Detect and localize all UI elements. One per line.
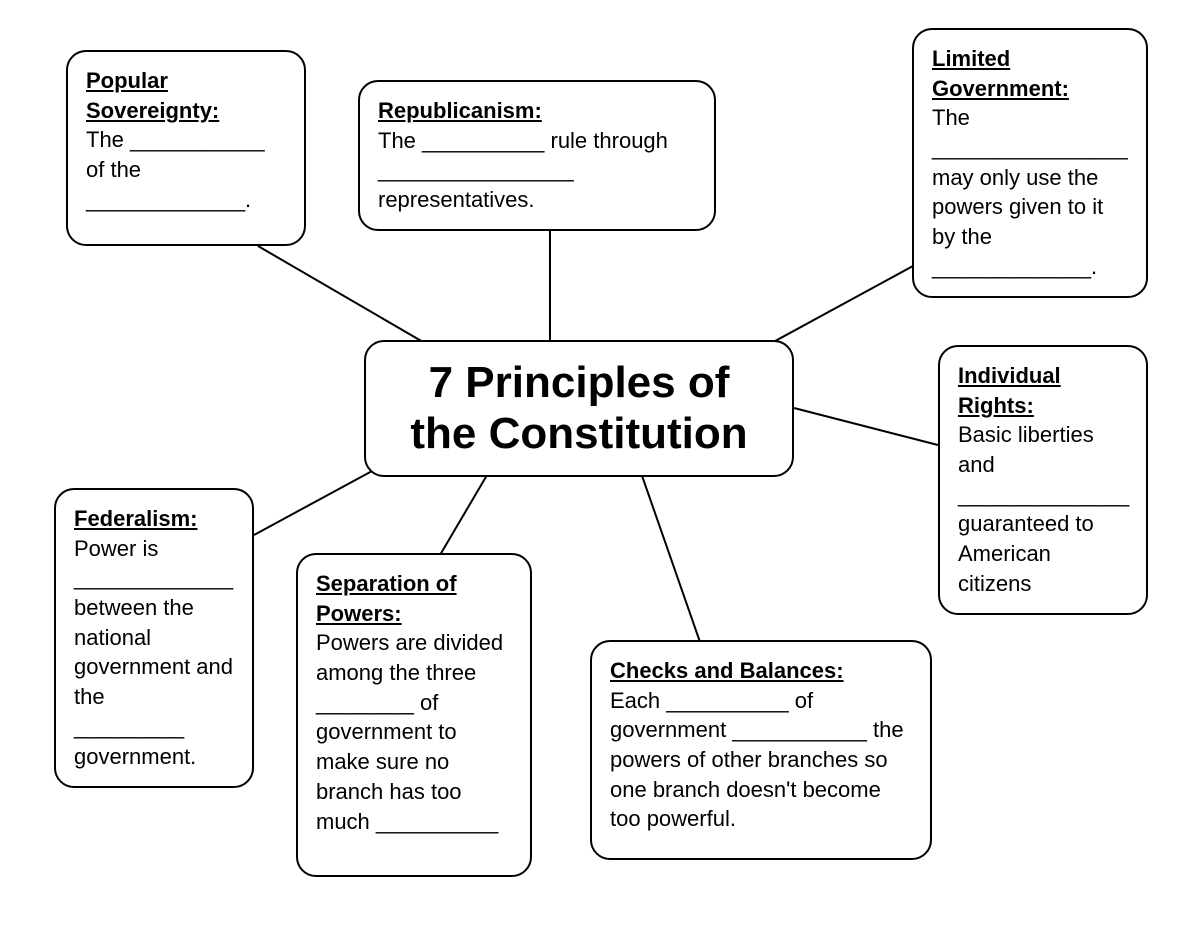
node-checks-and-balances: Checks and Balances: Each __________ of …	[590, 640, 932, 860]
node-title: Separation of Powers:	[316, 569, 512, 628]
node-body: Power is _____________ between the natio…	[74, 534, 234, 772]
node-body: Powers are divided among the three _____…	[316, 628, 512, 836]
center-node: 7 Principles of the Constitution	[364, 340, 794, 477]
node-popular-sovereignty: Popular Sovereignty: The ___________ of …	[66, 50, 306, 246]
node-individual-rights: Individual Rights: Basic liberties and _…	[938, 345, 1148, 615]
node-separation-of-powers: Separation of Powers: Powers are divided…	[296, 553, 532, 877]
center-title: 7 Principles of the Constitution	[410, 358, 747, 458]
node-republicanism: Republicanism: The __________ rule throu…	[358, 80, 716, 231]
node-title: Individual Rights:	[958, 361, 1128, 420]
node-federalism: Federalism: Power is _____________ betwe…	[54, 488, 254, 788]
node-title: Checks and Balances:	[610, 656, 912, 686]
node-title: Popular Sovereignty:	[86, 66, 286, 125]
node-title: Limited Government:	[932, 44, 1128, 103]
node-body: The ________________ may only use the po…	[932, 103, 1128, 281]
edge-separation-of-powers	[440, 470, 490, 555]
node-body: The __________ rule through ____________…	[378, 126, 696, 215]
edge-checks-and-balances	[640, 470, 700, 642]
node-limited-government: Limited Government: The ________________…	[912, 28, 1148, 298]
edge-individual-rights	[794, 408, 938, 445]
node-body: The ___________ of the _____________.	[86, 125, 286, 214]
node-body: Basic liberties and ______________ guara…	[958, 420, 1128, 598]
node-body: Each __________ of government __________…	[610, 686, 912, 834]
node-title: Republicanism:	[378, 96, 696, 126]
node-title: Federalism:	[74, 504, 234, 534]
diagram-canvas: 7 Principles of the Constitution Popular…	[0, 0, 1200, 927]
